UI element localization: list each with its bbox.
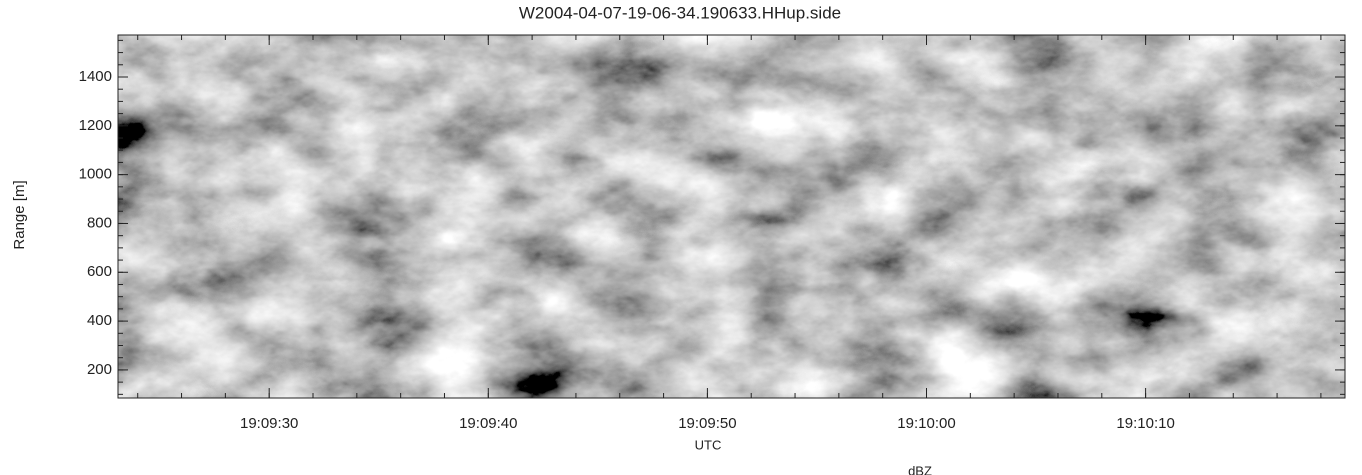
y-tick-label: 1200 xyxy=(79,117,112,134)
x-tick-label: 19:09:50 xyxy=(678,415,736,432)
x-tick-label: 19:09:40 xyxy=(459,415,517,432)
plot-frame xyxy=(117,34,1346,399)
y-tick-label: 800 xyxy=(87,214,112,231)
y-tick-label: 1000 xyxy=(79,166,112,183)
x-tick-label: 19:10:10 xyxy=(1116,415,1174,432)
y-tick-label: 400 xyxy=(87,312,112,329)
x-axis-label: UTC xyxy=(695,437,722,452)
y-axis-label: Range [m] xyxy=(11,180,28,249)
radar-image xyxy=(118,35,1345,398)
y-tick-label: 600 xyxy=(87,263,112,280)
y-tick-label: 1400 xyxy=(79,68,112,85)
x-tick-label: 19:09:30 xyxy=(240,415,298,432)
x-tick-label: 19:10:00 xyxy=(897,415,955,432)
y-tick-label: 200 xyxy=(87,361,112,378)
chart-title: W2004-04-07-19-06-34.190633.HHup.side xyxy=(519,3,841,22)
colorbar-label: dBZ xyxy=(908,463,932,475)
